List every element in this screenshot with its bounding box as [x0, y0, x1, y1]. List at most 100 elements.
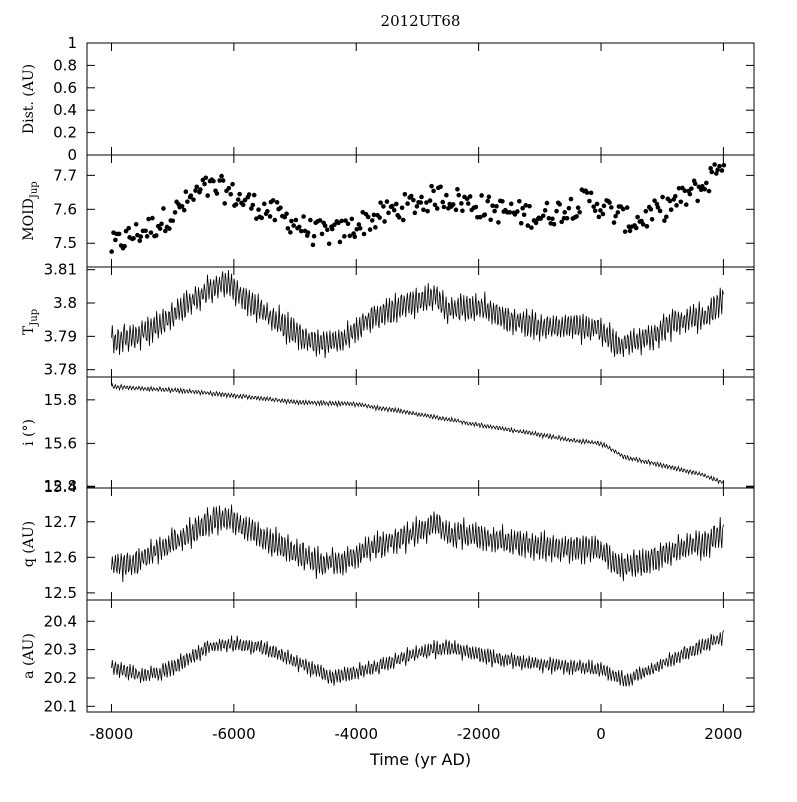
- data-point: [343, 218, 348, 223]
- x-tick-label: 2000: [704, 725, 742, 743]
- data-point: [299, 228, 304, 234]
- data-point: [322, 223, 328, 229]
- x-tick-label: -8000: [90, 725, 134, 743]
- data-point: [566, 205, 572, 211]
- data-point: [683, 202, 689, 207]
- data-point: [183, 189, 189, 195]
- data-point: [371, 212, 377, 218]
- data-point: [250, 202, 256, 208]
- data-point: [440, 199, 446, 205]
- data-point: [668, 207, 674, 213]
- data-point: [429, 183, 434, 189]
- panel-frame: [86, 376, 755, 489]
- data-point: [450, 202, 456, 207]
- data-point: [390, 203, 395, 209]
- data-point: [427, 198, 433, 203]
- data-point: [648, 207, 654, 212]
- data-point: [237, 191, 242, 197]
- data-point: [598, 208, 603, 213]
- data-point: [577, 209, 582, 215]
- data-point: [485, 198, 491, 204]
- data-point: [153, 233, 159, 238]
- data-point: [682, 188, 688, 194]
- y-tick-label: 0: [67, 146, 77, 164]
- y-axis-label: i (°): [21, 419, 37, 446]
- data-point: [644, 224, 650, 229]
- data-point: [655, 205, 661, 210]
- y-tick-label: 7.5: [53, 234, 77, 252]
- data-point: [542, 208, 548, 213]
- data-point: [305, 230, 311, 235]
- y-tick-label: 20.2: [44, 669, 77, 687]
- data-point: [291, 223, 297, 228]
- data-point: [592, 208, 598, 214]
- y-tick-label: 3.8: [53, 294, 77, 312]
- data-point: [562, 210, 568, 215]
- data-point: [137, 238, 143, 244]
- chart-title: 2012UT68: [380, 12, 461, 30]
- data-point: [719, 168, 725, 173]
- data-point: [220, 178, 226, 183]
- data-point: [256, 207, 261, 212]
- series-line: [111, 382, 724, 485]
- data-point: [391, 207, 397, 213]
- data-point: [520, 205, 525, 211]
- data-point: [345, 221, 351, 227]
- data-point: [242, 197, 248, 203]
- data-point: [148, 230, 154, 235]
- data-point: [310, 242, 316, 248]
- data-point: [203, 175, 209, 181]
- y-tick-label: 0.2: [53, 124, 77, 142]
- data-point: [657, 208, 663, 214]
- data-point: [568, 196, 574, 202]
- y-axis-label: TJup: [21, 309, 40, 335]
- y-tick-label: 12.6: [44, 548, 77, 566]
- data-point: [205, 193, 210, 198]
- data-point: [113, 237, 118, 243]
- data-point: [609, 205, 614, 210]
- data-point: [717, 163, 722, 169]
- data-point: [676, 185, 682, 191]
- data-point: [235, 197, 241, 202]
- data-point: [486, 194, 492, 200]
- data-point: [600, 211, 606, 217]
- data-point: [377, 215, 382, 220]
- data-point: [285, 226, 291, 231]
- data-point: [574, 214, 579, 219]
- data-point: [365, 214, 371, 220]
- data-point: [709, 169, 715, 175]
- data-point: [288, 230, 293, 235]
- data-point: [533, 220, 539, 226]
- data-point: [259, 215, 264, 221]
- data-point: [649, 216, 655, 222]
- data-point: [357, 225, 363, 231]
- x-tick-label: -4000: [334, 725, 378, 743]
- y-tick-label: 3.78: [44, 361, 77, 379]
- data-point: [179, 203, 185, 209]
- data-point: [126, 225, 131, 231]
- data-point: [382, 219, 387, 224]
- data-point: [554, 208, 559, 214]
- y-tick-label: 20.1: [44, 697, 77, 715]
- data-point: [421, 207, 426, 213]
- data-point: [109, 249, 114, 254]
- y-axis-label: MOIDJup: [21, 181, 40, 240]
- data-point: [347, 233, 353, 239]
- data-point: [414, 204, 420, 209]
- data-point: [622, 229, 628, 234]
- data-point: [349, 216, 355, 222]
- data-point: [193, 188, 198, 193]
- data-point: [540, 213, 546, 219]
- y-tick-label: 15.8: [44, 391, 77, 409]
- data-point: [378, 200, 383, 205]
- data-point: [265, 208, 270, 214]
- data-point: [400, 217, 406, 223]
- data-point: [116, 231, 122, 237]
- data-point: [515, 209, 520, 214]
- data-point: [492, 208, 497, 214]
- data-point: [594, 201, 600, 207]
- data-point: [163, 228, 168, 234]
- data-point: [185, 199, 190, 204]
- data-point: [613, 213, 618, 219]
